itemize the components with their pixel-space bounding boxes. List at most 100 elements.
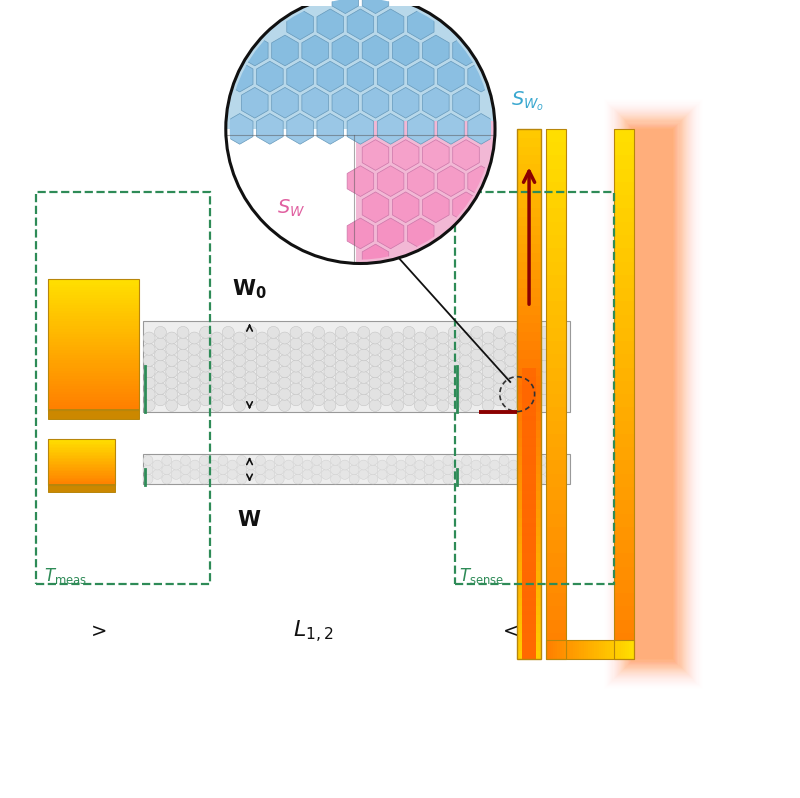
- Circle shape: [509, 460, 518, 470]
- Bar: [627, 123, 679, 666]
- Bar: [517, 262, 541, 271]
- Circle shape: [313, 371, 325, 383]
- Bar: [48, 339, 138, 342]
- Circle shape: [437, 332, 449, 344]
- Circle shape: [538, 360, 550, 372]
- Bar: [517, 200, 541, 208]
- Bar: [614, 156, 634, 168]
- Bar: [517, 297, 541, 306]
- Circle shape: [153, 460, 162, 470]
- Polygon shape: [453, 192, 479, 223]
- Bar: [48, 402, 138, 405]
- Circle shape: [324, 365, 336, 377]
- Bar: [614, 368, 634, 381]
- Polygon shape: [362, 35, 389, 65]
- Bar: [630, 124, 678, 664]
- Circle shape: [448, 371, 460, 383]
- Circle shape: [234, 332, 246, 344]
- Circle shape: [166, 354, 178, 366]
- Circle shape: [181, 474, 190, 484]
- Circle shape: [494, 349, 506, 361]
- Circle shape: [516, 338, 528, 350]
- Polygon shape: [286, 9, 314, 40]
- Circle shape: [509, 469, 518, 480]
- Circle shape: [200, 349, 212, 361]
- Circle shape: [426, 382, 438, 394]
- Bar: [614, 109, 694, 679]
- Polygon shape: [257, 61, 283, 92]
- Circle shape: [505, 377, 517, 389]
- Bar: [517, 394, 541, 403]
- Circle shape: [538, 338, 550, 350]
- Circle shape: [284, 460, 294, 470]
- Polygon shape: [257, 113, 283, 144]
- Bar: [517, 456, 541, 465]
- Bar: [610, 105, 697, 682]
- Circle shape: [350, 456, 359, 465]
- Bar: [517, 438, 541, 447]
- Circle shape: [153, 469, 162, 480]
- Bar: [546, 381, 566, 394]
- Circle shape: [154, 382, 166, 394]
- Bar: [607, 640, 610, 659]
- Circle shape: [471, 349, 482, 361]
- Bar: [48, 456, 115, 458]
- Bar: [517, 368, 541, 377]
- Circle shape: [368, 456, 378, 465]
- Bar: [517, 500, 541, 509]
- Circle shape: [471, 469, 481, 480]
- Bar: [48, 358, 138, 361]
- Circle shape: [537, 464, 546, 475]
- Circle shape: [516, 394, 528, 406]
- Circle shape: [505, 365, 517, 377]
- Bar: [517, 598, 541, 606]
- Bar: [48, 475, 115, 476]
- Circle shape: [518, 464, 528, 475]
- Bar: [48, 477, 115, 479]
- Circle shape: [143, 474, 153, 484]
- Bar: [621, 117, 686, 672]
- Polygon shape: [378, 61, 404, 92]
- Bar: [48, 308, 138, 310]
- Circle shape: [245, 349, 257, 361]
- Bar: [48, 314, 138, 316]
- Circle shape: [424, 464, 434, 475]
- Bar: [48, 334, 138, 337]
- Polygon shape: [422, 35, 449, 65]
- Circle shape: [369, 332, 381, 344]
- Bar: [48, 353, 138, 355]
- Circle shape: [265, 460, 274, 470]
- Bar: [48, 448, 115, 450]
- Circle shape: [267, 360, 279, 372]
- Circle shape: [278, 365, 290, 377]
- Circle shape: [480, 474, 490, 484]
- Circle shape: [369, 354, 381, 366]
- Bar: [522, 523, 536, 533]
- Bar: [517, 483, 541, 492]
- Circle shape: [471, 382, 482, 394]
- Bar: [559, 640, 562, 659]
- Bar: [614, 110, 692, 678]
- Circle shape: [480, 464, 490, 475]
- Circle shape: [403, 349, 415, 361]
- Circle shape: [256, 389, 268, 401]
- Bar: [630, 640, 631, 659]
- Bar: [575, 640, 577, 659]
- Bar: [522, 552, 536, 562]
- Polygon shape: [438, 113, 464, 144]
- Bar: [48, 285, 138, 287]
- Bar: [616, 111, 691, 678]
- Circle shape: [222, 349, 234, 361]
- Polygon shape: [286, 61, 314, 92]
- Bar: [517, 589, 541, 598]
- Bar: [614, 619, 634, 633]
- Text: $S_W$: $S_W$: [278, 197, 306, 219]
- Circle shape: [490, 469, 500, 480]
- Circle shape: [302, 332, 314, 344]
- Bar: [48, 376, 138, 378]
- Polygon shape: [392, 140, 419, 170]
- Polygon shape: [272, 88, 298, 118]
- Circle shape: [234, 343, 246, 355]
- Circle shape: [490, 460, 500, 470]
- Bar: [614, 314, 634, 328]
